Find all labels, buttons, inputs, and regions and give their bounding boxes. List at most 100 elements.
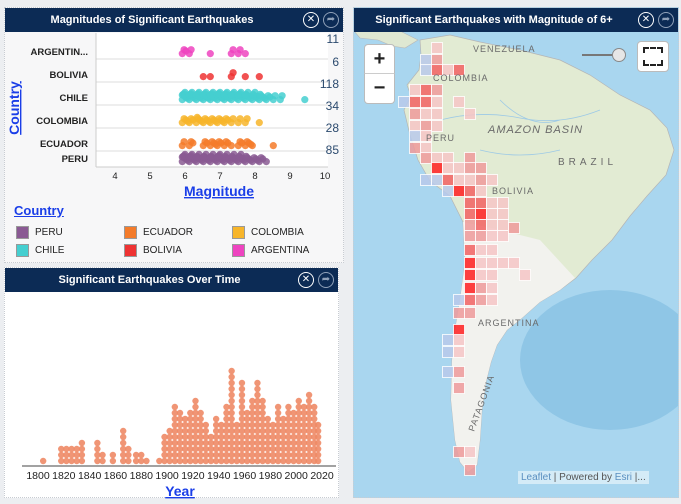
data-point bbox=[63, 445, 70, 453]
zoom-out-button[interactable]: − bbox=[364, 74, 395, 104]
data-point bbox=[249, 403, 256, 411]
data-point bbox=[223, 439, 230, 447]
data-point bbox=[254, 427, 261, 435]
data-point bbox=[94, 445, 101, 453]
legend-item-chile[interactable]: CHILE bbox=[16, 244, 64, 257]
legend-item-bolivia[interactable]: BOLIVIA bbox=[124, 244, 182, 257]
x-tick-label: 1960 bbox=[233, 470, 257, 482]
data-point bbox=[197, 427, 204, 435]
x-axis-title[interactable]: Year bbox=[165, 483, 195, 499]
data-point bbox=[228, 391, 235, 399]
data-point bbox=[305, 415, 313, 423]
legend-item-peru[interactable]: PERU bbox=[16, 226, 63, 239]
clear-filter-icon[interactable]: ✕ bbox=[638, 12, 654, 28]
data-point bbox=[280, 439, 287, 447]
data-point bbox=[197, 421, 204, 429]
data-point bbox=[295, 445, 302, 453]
data-point bbox=[161, 451, 168, 459]
data-point bbox=[192, 403, 199, 411]
leaflet-link[interactable]: Leaflet bbox=[521, 472, 552, 483]
data-point bbox=[254, 403, 261, 411]
y-tick-label: COLOMBIA bbox=[36, 116, 88, 127]
data-point-chile bbox=[241, 91, 249, 99]
data-point bbox=[274, 409, 282, 417]
legend-swatch bbox=[16, 226, 29, 239]
data-point bbox=[181, 421, 189, 429]
data-point bbox=[125, 457, 132, 465]
data-point bbox=[73, 457, 80, 465]
share-icon[interactable]: ➦ bbox=[318, 272, 334, 288]
data-point bbox=[254, 445, 261, 453]
data-point bbox=[176, 457, 184, 465]
data-point bbox=[58, 445, 65, 453]
legend-label: PERU bbox=[35, 227, 63, 238]
data-point bbox=[295, 397, 302, 405]
data-point bbox=[295, 421, 302, 429]
data-point bbox=[259, 445, 266, 453]
data-point bbox=[94, 451, 101, 459]
data-point bbox=[274, 415, 282, 423]
data-point bbox=[197, 433, 204, 441]
share-icon[interactable]: ➦ bbox=[658, 12, 674, 28]
data-point bbox=[166, 457, 173, 465]
data-point-chile bbox=[256, 90, 264, 98]
data-point-argentina bbox=[236, 46, 244, 54]
data-point bbox=[68, 457, 75, 465]
magnitudes-chart: ARGENTIN... 11 BOLIVIA 6 CHILE 118 COLOMBIA 34 E… bbox=[6, 32, 340, 199]
data-point bbox=[181, 457, 189, 465]
x-tick-label: 1920 bbox=[181, 470, 205, 482]
data-point bbox=[218, 457, 225, 465]
data-point bbox=[238, 403, 246, 411]
data-point bbox=[254, 397, 261, 405]
count-label: 85 bbox=[326, 143, 340, 157]
data-point bbox=[181, 415, 189, 423]
legend-swatch bbox=[124, 226, 137, 239]
legend-item-argentina[interactable]: ARGENTINA bbox=[232, 244, 309, 257]
data-point bbox=[305, 421, 313, 429]
data-point bbox=[207, 439, 215, 447]
share-icon[interactable]: ➦ bbox=[323, 12, 339, 28]
y-axis-title[interactable]: Country bbox=[6, 81, 22, 135]
data-point bbox=[254, 457, 261, 465]
zoom-in-button[interactable]: + bbox=[364, 44, 395, 74]
data-point-colombia bbox=[193, 113, 201, 121]
data-point bbox=[295, 409, 302, 417]
data-point bbox=[264, 439, 271, 447]
data-point bbox=[202, 451, 210, 459]
data-point bbox=[295, 433, 302, 441]
data-point bbox=[290, 427, 297, 435]
x-tick-label: 7 bbox=[217, 171, 222, 182]
box-select-button[interactable] bbox=[637, 41, 669, 72]
data-point-argentina bbox=[206, 50, 214, 58]
data-point bbox=[120, 451, 127, 459]
data-point bbox=[249, 421, 256, 429]
data-point-colombia bbox=[243, 115, 251, 123]
data-point bbox=[285, 433, 292, 441]
x-tick-label: 1840 bbox=[78, 470, 102, 482]
x-axis-title[interactable]: Magnitude bbox=[184, 183, 254, 199]
opacity-slider-track[interactable] bbox=[582, 54, 617, 56]
data-point bbox=[269, 421, 277, 429]
data-point bbox=[171, 403, 179, 411]
legend-item-colombia[interactable]: COLOMBIA bbox=[232, 226, 304, 239]
opacity-slider-handle[interactable] bbox=[612, 48, 626, 62]
data-point bbox=[212, 427, 220, 435]
legend-item-ecuador[interactable]: ECUADOR bbox=[124, 226, 193, 239]
data-point bbox=[243, 427, 251, 435]
clear-filter-icon[interactable]: ✕ bbox=[298, 272, 314, 288]
over-time-header: Significant Earthquakes Over Time ✕ ➦ bbox=[5, 268, 338, 292]
data-point bbox=[238, 427, 246, 435]
box-select-icon bbox=[643, 47, 663, 66]
x-tick-label: 1940 bbox=[207, 470, 231, 482]
data-point bbox=[223, 445, 230, 453]
data-point bbox=[176, 439, 184, 447]
data-point-ecuador bbox=[227, 142, 235, 150]
data-point bbox=[314, 457, 322, 465]
data-point bbox=[218, 427, 225, 435]
data-point bbox=[233, 421, 240, 429]
clear-filter-icon[interactable]: ✕ bbox=[303, 12, 319, 28]
x-tick-label: 5 bbox=[147, 171, 152, 182]
data-point bbox=[94, 439, 101, 447]
esri-link[interactable]: Esri bbox=[614, 472, 633, 483]
legend-swatch bbox=[124, 244, 137, 257]
